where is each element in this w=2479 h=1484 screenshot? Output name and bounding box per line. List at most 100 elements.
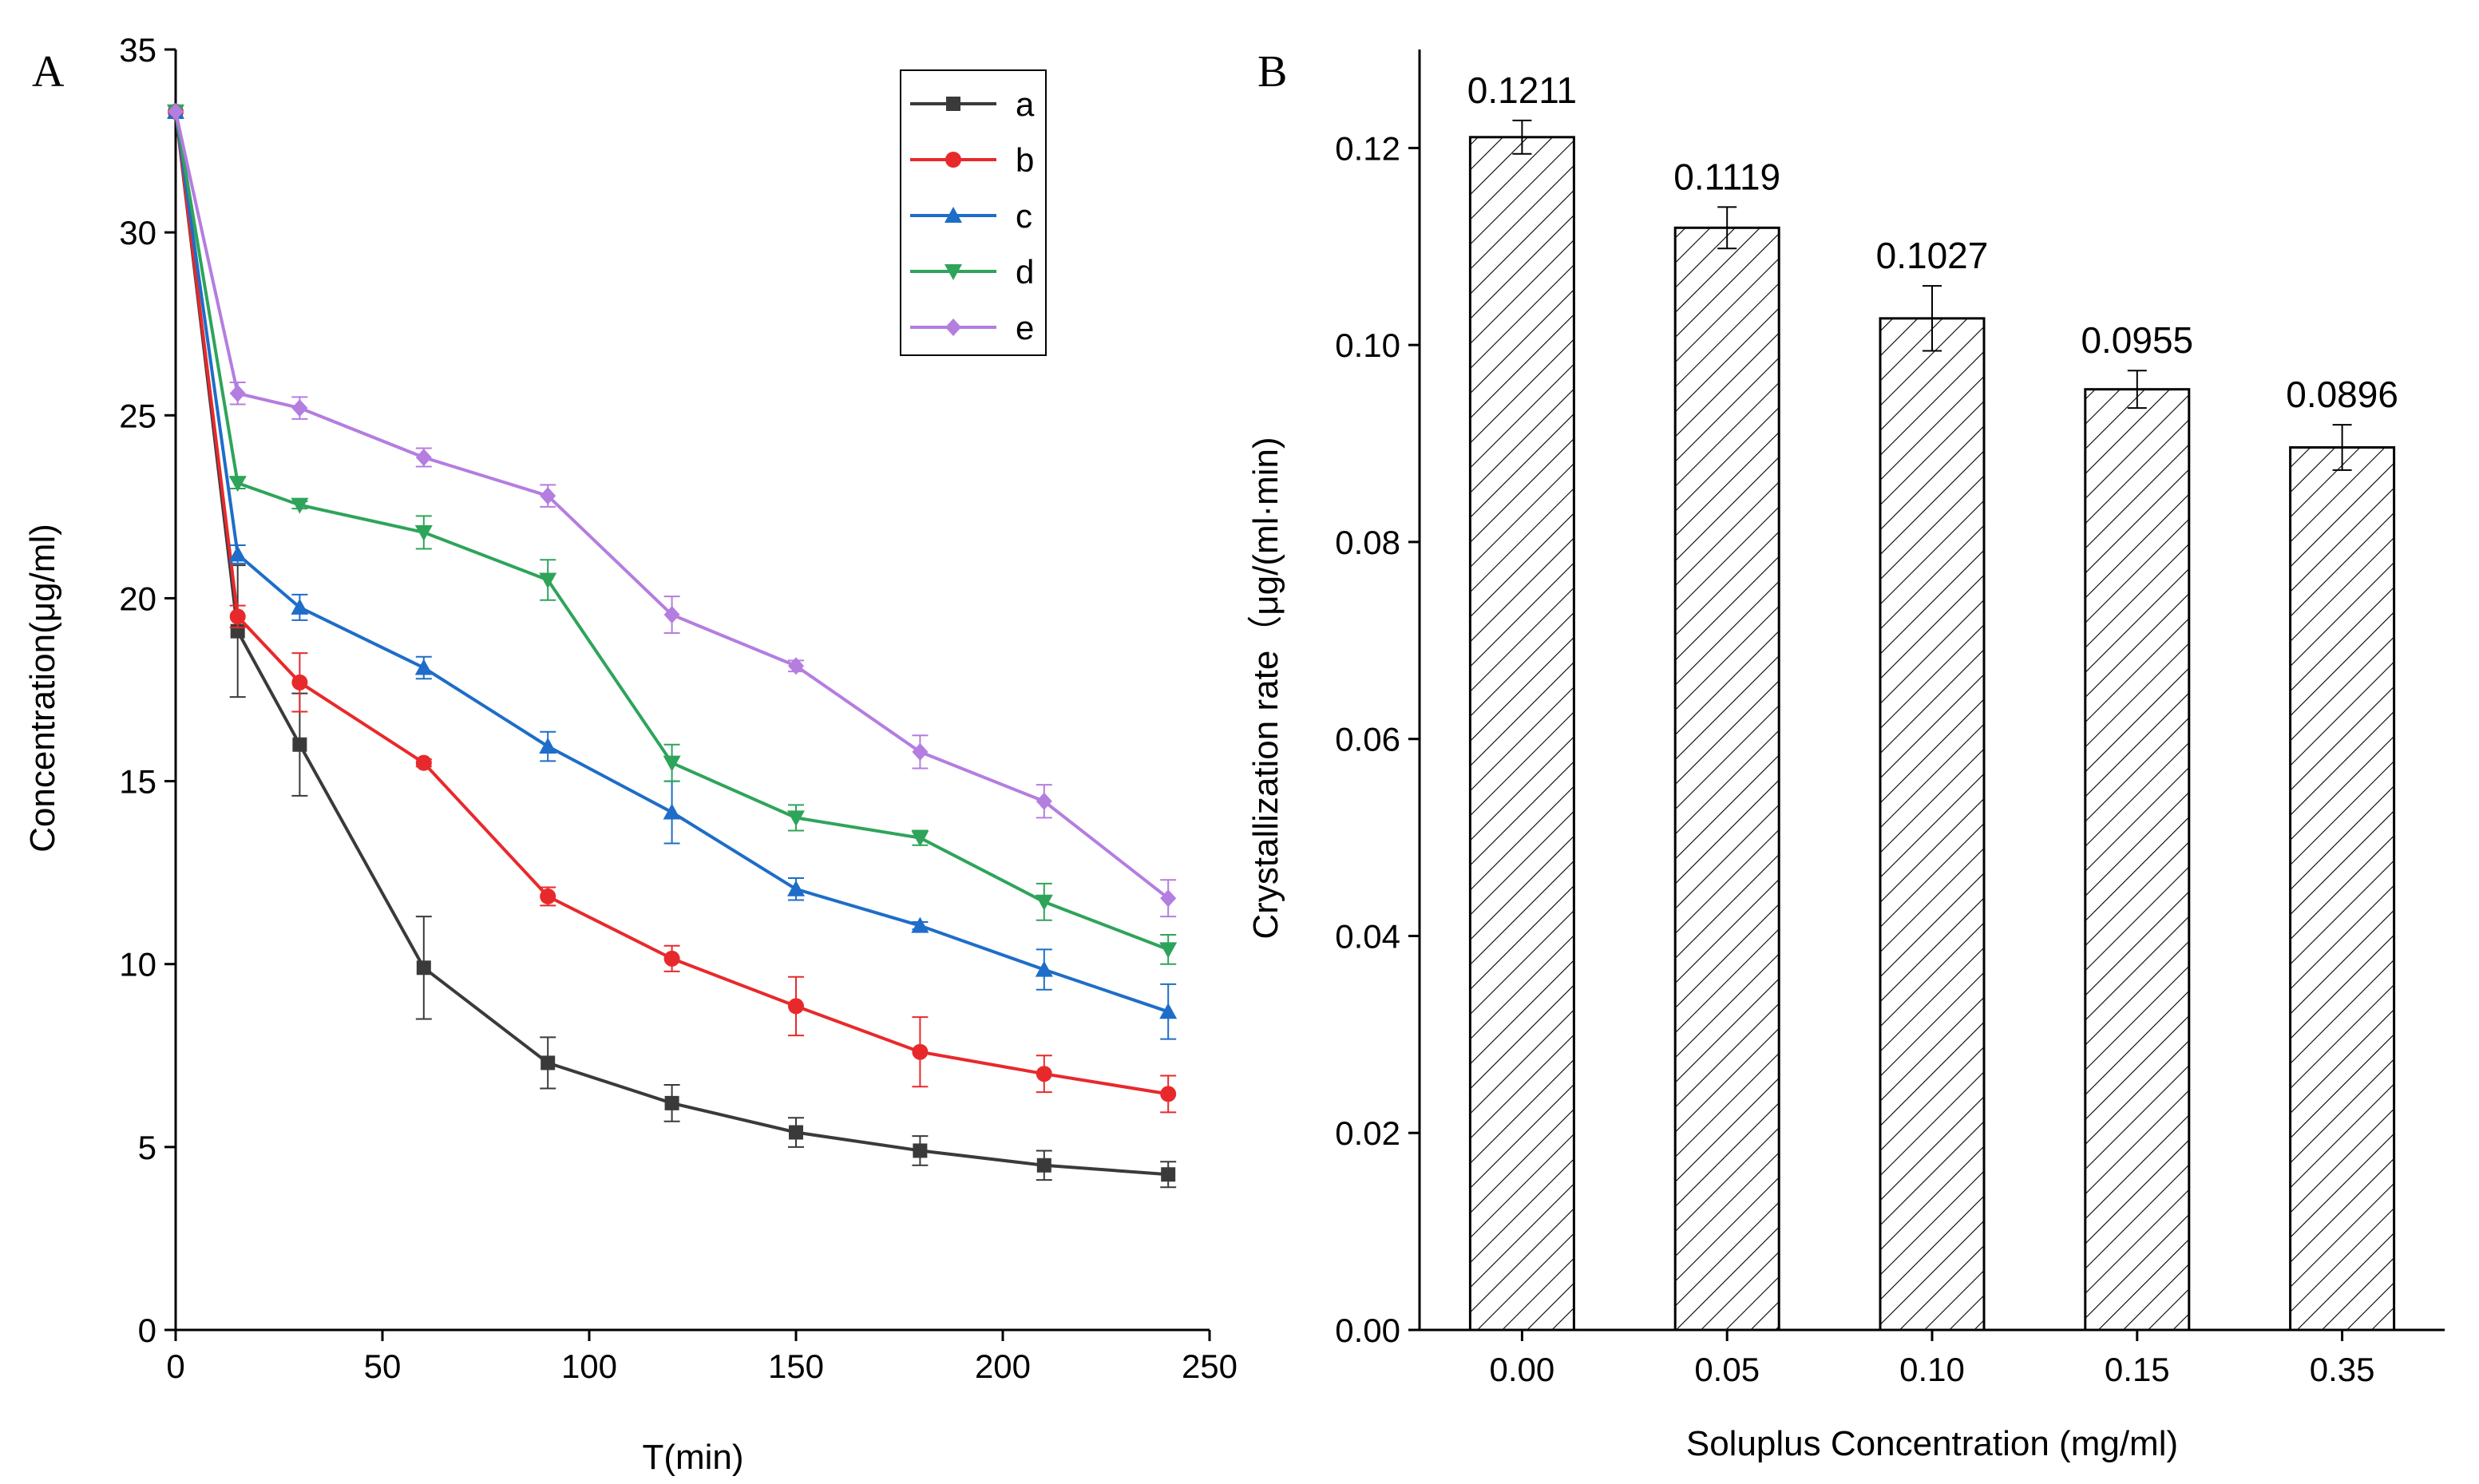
data-point [168,102,184,121]
legend-label: c [1016,197,1032,235]
data-point [1036,1066,1052,1082]
data-point [414,659,433,675]
series-line [174,111,1169,1177]
legend-item-b: b [910,141,1034,179]
y-tick-label: 0.04 [1335,917,1400,955]
y-tick-label: 0.00 [1335,1312,1400,1349]
data-point [415,754,432,771]
bar [2289,445,2396,1332]
x-tick-label: 250 [1182,1347,1238,1385]
x-tick-label: 0.15 [2105,1351,2170,1388]
series-b [168,103,1177,1114]
data-point [787,810,805,827]
data-point [663,950,680,967]
data-point [229,608,246,625]
y-tick-label: 0.06 [1335,721,1400,758]
panel-a-x-ticks: 0 50 100 150 200 250 [166,1330,1238,1385]
x-tick-label: 0.05 [1694,1351,1760,1388]
series-d [167,104,1178,965]
bar [1468,136,1575,1332]
data-point [291,399,308,417]
data-point [229,384,246,402]
legend-item-e: e [910,309,1034,346]
data-point [228,476,247,493]
panel-a-axes [174,49,1210,1332]
data-point [911,830,929,847]
bar-group-0.35: 0.0896 0.35 [2286,374,2398,1388]
panel-a-series [167,102,1178,1189]
data-point [1159,1003,1178,1019]
y-tick-label: 25 [119,397,156,434]
series-a [168,104,1177,1189]
data-point [540,888,556,904]
data-point [945,319,961,336]
data-point [415,448,432,466]
data-point [788,998,804,1015]
data-point [539,572,557,589]
data-point [944,264,962,280]
data-point [1035,894,1053,911]
panel-a-y-axis-title: Concentration(μg/ml) [23,524,62,853]
x-tick-label: 0 [166,1347,184,1385]
panel-b-bars: 0.1211 0.00 0.1119 0.05 0.1027 0.10 0.0955 0.15… [1467,69,2398,1388]
data-point [664,1095,679,1110]
data-label: 0.1211 [1467,69,1577,111]
data-point [912,1043,929,1060]
series-line [174,111,1169,1014]
data-label: 0.0896 [2286,374,2398,415]
y-tick-label: 0.12 [1335,129,1400,167]
bar-group-0.00: 0.1211 0.00 [1467,69,1577,1388]
bar [1673,226,1780,1332]
bar-group-0.10: 0.1027 0.10 [1876,235,1989,1388]
data-point [416,960,431,975]
data-point [291,674,308,691]
data-point [911,916,929,933]
bar-group-0.15: 0.0955 0.15 [2081,319,2193,1388]
x-tick-label: 100 [561,1347,617,1385]
bar [2084,388,2191,1332]
y-tick-label: 15 [119,763,156,801]
panel-b-x-axis-title: Soluplus Concentration (mg/ml) [1686,1424,2178,1463]
y-tick-label: 5 [138,1129,156,1166]
data-point [1036,1158,1051,1173]
x-tick-label: 0.00 [1490,1351,1555,1388]
data-point [1161,1167,1176,1182]
legend-item-a: a [910,85,1035,123]
data-label: 0.0955 [2081,319,2193,361]
data-point [1160,889,1177,908]
data-point [944,207,962,223]
data-point [414,524,433,541]
bar [1879,317,1986,1332]
data-point [228,545,247,562]
data-point [946,97,960,111]
data-point [291,497,309,514]
y-tick-label: 0.02 [1335,1114,1400,1152]
panel-a-x-axis-title: T(min) [642,1438,743,1477]
legend-label: a [1016,85,1035,123]
legend-label: e [1016,309,1034,346]
series-line [174,111,1169,1096]
y-tick-label: 0.08 [1335,524,1400,561]
data-point [1160,1086,1177,1102]
data-point [541,1055,556,1070]
panel-b-bar-chart: B 0.00 0.02 0.04 0.06 0.08 0.10 0.12 0.1211 0.0… [1246,47,2445,1463]
data-label: 0.1027 [1876,235,1989,276]
legend-box [900,69,1047,356]
data-point [789,1125,803,1140]
y-tick-label: 35 [119,31,156,69]
panel-b-y-axis-title: Crystallization rate（μg/(ml·min) [1246,437,1285,939]
data-point [913,1143,928,1158]
data-point [663,755,681,772]
x-tick-label: 200 [975,1347,1031,1385]
y-tick-label: 0.10 [1335,326,1400,364]
x-tick-label: 0.10 [1899,1351,1965,1388]
y-tick-label: 20 [119,580,156,617]
legend-label: d [1016,253,1034,291]
data-point [912,742,929,761]
panel-a-label: A [32,47,65,97]
data-point [787,880,805,896]
y-tick-label: 30 [119,214,156,251]
